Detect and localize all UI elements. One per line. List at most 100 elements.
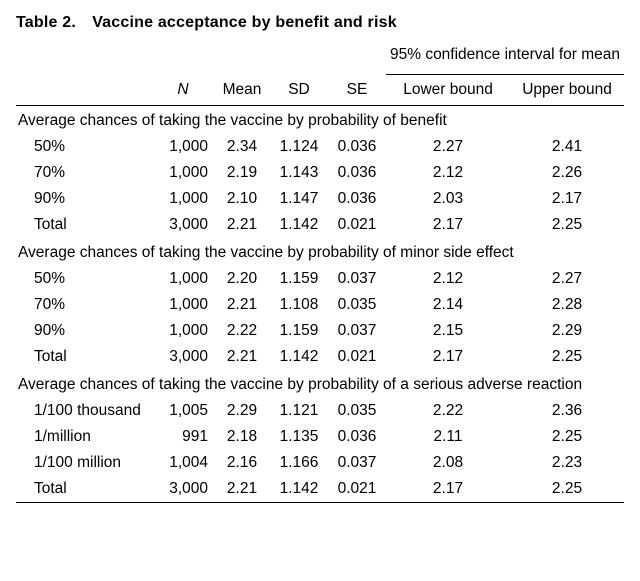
row-label: 1/million	[16, 424, 152, 450]
cell-se: 0.035	[328, 398, 386, 424]
col-sd: SD	[270, 74, 328, 105]
cell-n: 1,000	[152, 160, 214, 186]
cell-ub: 2.25	[510, 424, 624, 450]
cell-lb: 2.14	[386, 292, 510, 318]
cell-lb: 2.12	[386, 160, 510, 186]
cell-sd: 1.124	[270, 134, 328, 160]
row-label: 1/100 million	[16, 450, 152, 476]
cell-ub: 2.29	[510, 318, 624, 344]
cell-mean: 2.21	[214, 476, 270, 503]
cell-n: 1,000	[152, 266, 214, 292]
col-mean: Mean	[214, 74, 270, 105]
cell-se: 0.036	[328, 186, 386, 212]
cell-mean: 2.21	[214, 212, 270, 238]
cell-lb: 2.27	[386, 134, 510, 160]
cell-ub: 2.25	[510, 344, 624, 370]
table-row: 1/million9912.181.1350.0362.112.25	[16, 424, 624, 450]
table-row: 1/100 million1,0042.161.1660.0372.082.23	[16, 450, 624, 476]
cell-se: 0.021	[328, 344, 386, 370]
table-row: Total3,0002.211.1420.0212.172.25	[16, 212, 624, 238]
cell-sd: 1.159	[270, 266, 328, 292]
cell-ub: 2.25	[510, 476, 624, 503]
ci-rule-row	[16, 66, 624, 74]
cell-lb: 2.08	[386, 450, 510, 476]
cell-lb: 2.22	[386, 398, 510, 424]
cell-mean: 2.20	[214, 266, 270, 292]
cell-mean: 2.34	[214, 134, 270, 160]
cell-mean: 2.21	[214, 344, 270, 370]
row-label: 50%	[16, 134, 152, 160]
cell-lb: 2.03	[386, 186, 510, 212]
section-heading: Average chances of taking the vaccine by…	[16, 370, 624, 398]
col-lb: Lower bound	[386, 74, 510, 105]
table-row: 90%1,0002.221.1590.0372.152.29	[16, 318, 624, 344]
cell-se: 0.036	[328, 134, 386, 160]
table-row: Total3,0002.211.1420.0212.172.25	[16, 344, 624, 370]
table-row: 70%1,0002.211.1080.0352.142.28	[16, 292, 624, 318]
cell-ub: 2.23	[510, 450, 624, 476]
cell-se: 0.035	[328, 292, 386, 318]
table-title: Table 2. Vaccine acceptance by benefit a…	[16, 14, 624, 32]
col-ub: Upper bound	[510, 74, 624, 105]
cell-sd: 1.135	[270, 424, 328, 450]
cell-ub: 2.27	[510, 266, 624, 292]
cell-mean: 2.16	[214, 450, 270, 476]
cell-se: 0.021	[328, 476, 386, 503]
cell-n: 1,000	[152, 292, 214, 318]
row-label: 70%	[16, 160, 152, 186]
row-label: 90%	[16, 186, 152, 212]
cell-n: 3,000	[152, 476, 214, 503]
table-row: 50%1,0002.341.1240.0362.272.41	[16, 134, 624, 160]
cell-se: 0.037	[328, 450, 386, 476]
cell-sd: 1.108	[270, 292, 328, 318]
cell-se: 0.021	[328, 212, 386, 238]
cell-mean: 2.10	[214, 186, 270, 212]
cell-n: 1,000	[152, 134, 214, 160]
cell-lb: 2.11	[386, 424, 510, 450]
section-heading: Average chances of taking the vaccine by…	[16, 105, 624, 134]
cell-n: 1,004	[152, 450, 214, 476]
cell-mean: 2.22	[214, 318, 270, 344]
cell-n: 991	[152, 424, 214, 450]
cell-lb: 2.12	[386, 266, 510, 292]
column-header-row: N Mean SD SE Lower bound Upper bound	[16, 74, 624, 105]
cell-lb: 2.17	[386, 212, 510, 238]
row-label: Total	[16, 212, 152, 238]
cell-n: 1,005	[152, 398, 214, 424]
cell-lb: 2.17	[386, 476, 510, 503]
cell-ub: 2.25	[510, 212, 624, 238]
table-row: 50%1,0002.201.1590.0372.122.27	[16, 266, 624, 292]
cell-sd: 1.166	[270, 450, 328, 476]
row-label: 1/100 thousand	[16, 398, 152, 424]
cell-sd: 1.159	[270, 318, 328, 344]
row-label: 70%	[16, 292, 152, 318]
section-heading-text: Average chances of taking the vaccine by…	[16, 370, 624, 398]
cell-se: 0.036	[328, 160, 386, 186]
cell-mean: 2.29	[214, 398, 270, 424]
cell-n: 1,000	[152, 318, 214, 344]
row-label: Total	[16, 344, 152, 370]
cell-n: 3,000	[152, 344, 214, 370]
cell-n: 1,000	[152, 186, 214, 212]
cell-sd: 1.147	[270, 186, 328, 212]
row-label: 90%	[16, 318, 152, 344]
cell-ub: 2.17	[510, 186, 624, 212]
cell-n: 3,000	[152, 212, 214, 238]
cell-mean: 2.18	[214, 424, 270, 450]
table-row: 1/100 thousand1,0052.291.1210.0352.222.3…	[16, 398, 624, 424]
cell-lb: 2.15	[386, 318, 510, 344]
cell-ub: 2.36	[510, 398, 624, 424]
cell-ub: 2.26	[510, 160, 624, 186]
cell-sd: 1.142	[270, 212, 328, 238]
cell-mean: 2.21	[214, 292, 270, 318]
cell-mean: 2.19	[214, 160, 270, 186]
cell-se: 0.037	[328, 266, 386, 292]
col-n: N	[152, 74, 214, 105]
cell-se: 0.037	[328, 318, 386, 344]
col-se: SE	[328, 74, 386, 105]
ci-header-row: 95% confidence interval for mean	[16, 42, 624, 66]
cell-se: 0.036	[328, 424, 386, 450]
cell-sd: 1.142	[270, 476, 328, 503]
table-row: 90%1,0002.101.1470.0362.032.17	[16, 186, 624, 212]
cell-sd: 1.121	[270, 398, 328, 424]
